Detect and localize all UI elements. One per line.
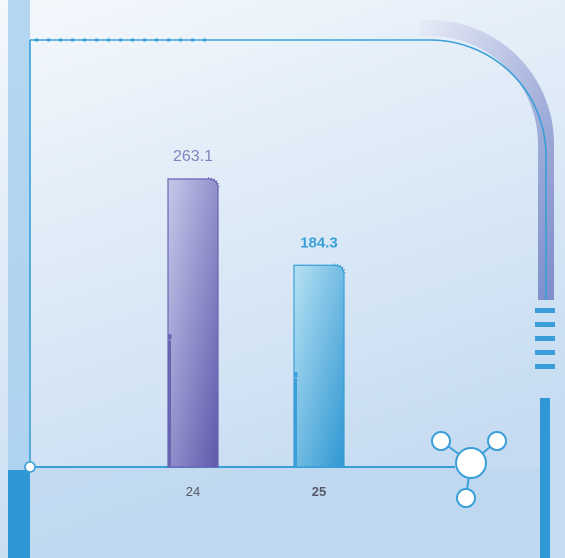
frame-left-base: [8, 470, 30, 558]
lower-band: [30, 468, 540, 558]
frame-arc: [420, 20, 554, 300]
frame-ladder: [535, 308, 555, 369]
value-label-24: 263.1: [173, 148, 213, 165]
category-label-24: 24: [186, 484, 200, 499]
bars-group: 263.1 24 184.3 25: [167, 148, 346, 499]
frame-left-strip: [8, 0, 30, 470]
bar-25: [293, 264, 345, 468]
bar-accent-dot: [293, 372, 298, 378]
bar-accent-dot: [167, 334, 172, 340]
molecule-icon: [431, 431, 507, 508]
bar-24: [167, 178, 219, 468]
value-label-25: 184.3: [300, 234, 338, 251]
category-label-25: 25: [312, 484, 326, 499]
frame-thin-line: [29, 39, 547, 468]
baseline-origin-dot: [24, 461, 36, 473]
frame-right-base: [540, 398, 550, 558]
